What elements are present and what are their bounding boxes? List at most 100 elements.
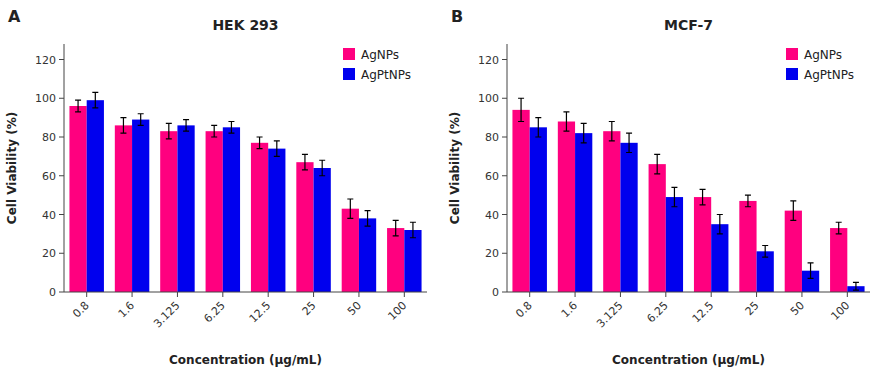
legend: AgNPs AgPtNPs [343,48,411,82]
y-axis [64,44,65,292]
x-tick [756,292,757,297]
x-tick-label: 12.5 [247,299,274,326]
bar [666,197,683,292]
bar [558,122,575,293]
legend-swatch [343,68,355,80]
error-bar [302,154,308,170]
error-bar [319,160,325,176]
title: MCF-7 [664,17,713,33]
legend-swatch [343,48,355,60]
bar [132,120,149,292]
title: HEK 293 [212,17,278,33]
error-bar [535,118,541,137]
y-tick [502,292,507,293]
legend-label: AgNPs [361,48,399,62]
x-tick-label: 6.25 [201,299,228,326]
x-tick [313,292,314,297]
legend-swatch [786,48,798,60]
error-bar [120,118,126,134]
x-tick [268,292,269,297]
y-tick-label: 40 [42,209,56,222]
x-axis [64,292,427,293]
y-tick-label: 80 [485,131,499,144]
y-tick [59,175,64,176]
bar [387,228,404,292]
legend-label: AgPtNPs [361,68,411,82]
y-tick [59,214,64,215]
y-tick [59,137,64,138]
chart-root: AHEK 2930204060801001200.81.63.1256.2512… [0,0,886,376]
y-tick-label: 60 [485,170,499,183]
error-bar [365,211,371,227]
bar [575,133,592,292]
error-bar [762,246,768,258]
x-axis-label: Concentration (μg/mL) [612,353,765,367]
error-bar [700,189,706,205]
x-tick [358,292,359,297]
error-bar [745,195,751,207]
y-tick [502,175,507,176]
x-tick [711,292,712,297]
bar [268,149,285,292]
bar [251,143,268,292]
error-bar [609,122,615,141]
x-tick-label: 3.125 [151,299,182,330]
error-bar [654,154,660,173]
x-tick [665,292,666,297]
y-tick-label: 0 [492,286,499,299]
x-tick [801,292,802,297]
error-bar [790,201,796,220]
bar [69,106,86,292]
y-tick-label: 60 [42,170,56,183]
y-tick-label: 20 [42,247,56,260]
error-bar [563,112,569,131]
error-bar [138,114,144,126]
x-tick [404,292,405,297]
y-tick-label: 40 [485,209,499,222]
bar [160,131,177,292]
error-bar [166,123,172,139]
error-bar [853,282,859,290]
bar [404,230,421,292]
error-bar [626,133,632,152]
legend-label: AgNPs [804,48,842,62]
x-tick-label: 3.125 [594,299,625,330]
x-tick-label: 1.6 [559,299,581,321]
y-tick-label: 100 [35,92,56,105]
x-tick [575,292,576,297]
bar [620,143,637,292]
error-bar [228,122,234,134]
error-bar [393,220,399,236]
error-bar [717,215,723,234]
error-bar [808,263,814,279]
x-tick-label: 1.6 [116,299,138,321]
bar [223,127,240,292]
x-tick-label: 25 [300,299,319,318]
y-tick [59,98,64,99]
x-tick-label: 0.8 [513,299,535,321]
bar [115,125,132,292]
error-bar [671,187,677,206]
x-tick [529,292,530,297]
bar [342,209,359,292]
error-bar [257,137,263,149]
bar [359,218,376,292]
y-tick-label: 0 [49,286,56,299]
x-tick [620,292,621,297]
y-tick [59,253,64,254]
x-axis [507,292,870,293]
error-bar [211,125,217,137]
y-tick [59,292,64,293]
x-tick [847,292,848,297]
bar [530,127,547,292]
x-tick [132,292,133,297]
x-tick-label: 100 [385,299,409,323]
y-tick-label: 100 [478,92,499,105]
bar [830,228,847,292]
plot-area [512,98,864,292]
error-bar [581,123,587,142]
y-axis-label: Cell Viability (%) [448,112,462,224]
bar [739,201,756,292]
y-tick-label: 80 [42,131,56,144]
error-bar [347,199,353,218]
